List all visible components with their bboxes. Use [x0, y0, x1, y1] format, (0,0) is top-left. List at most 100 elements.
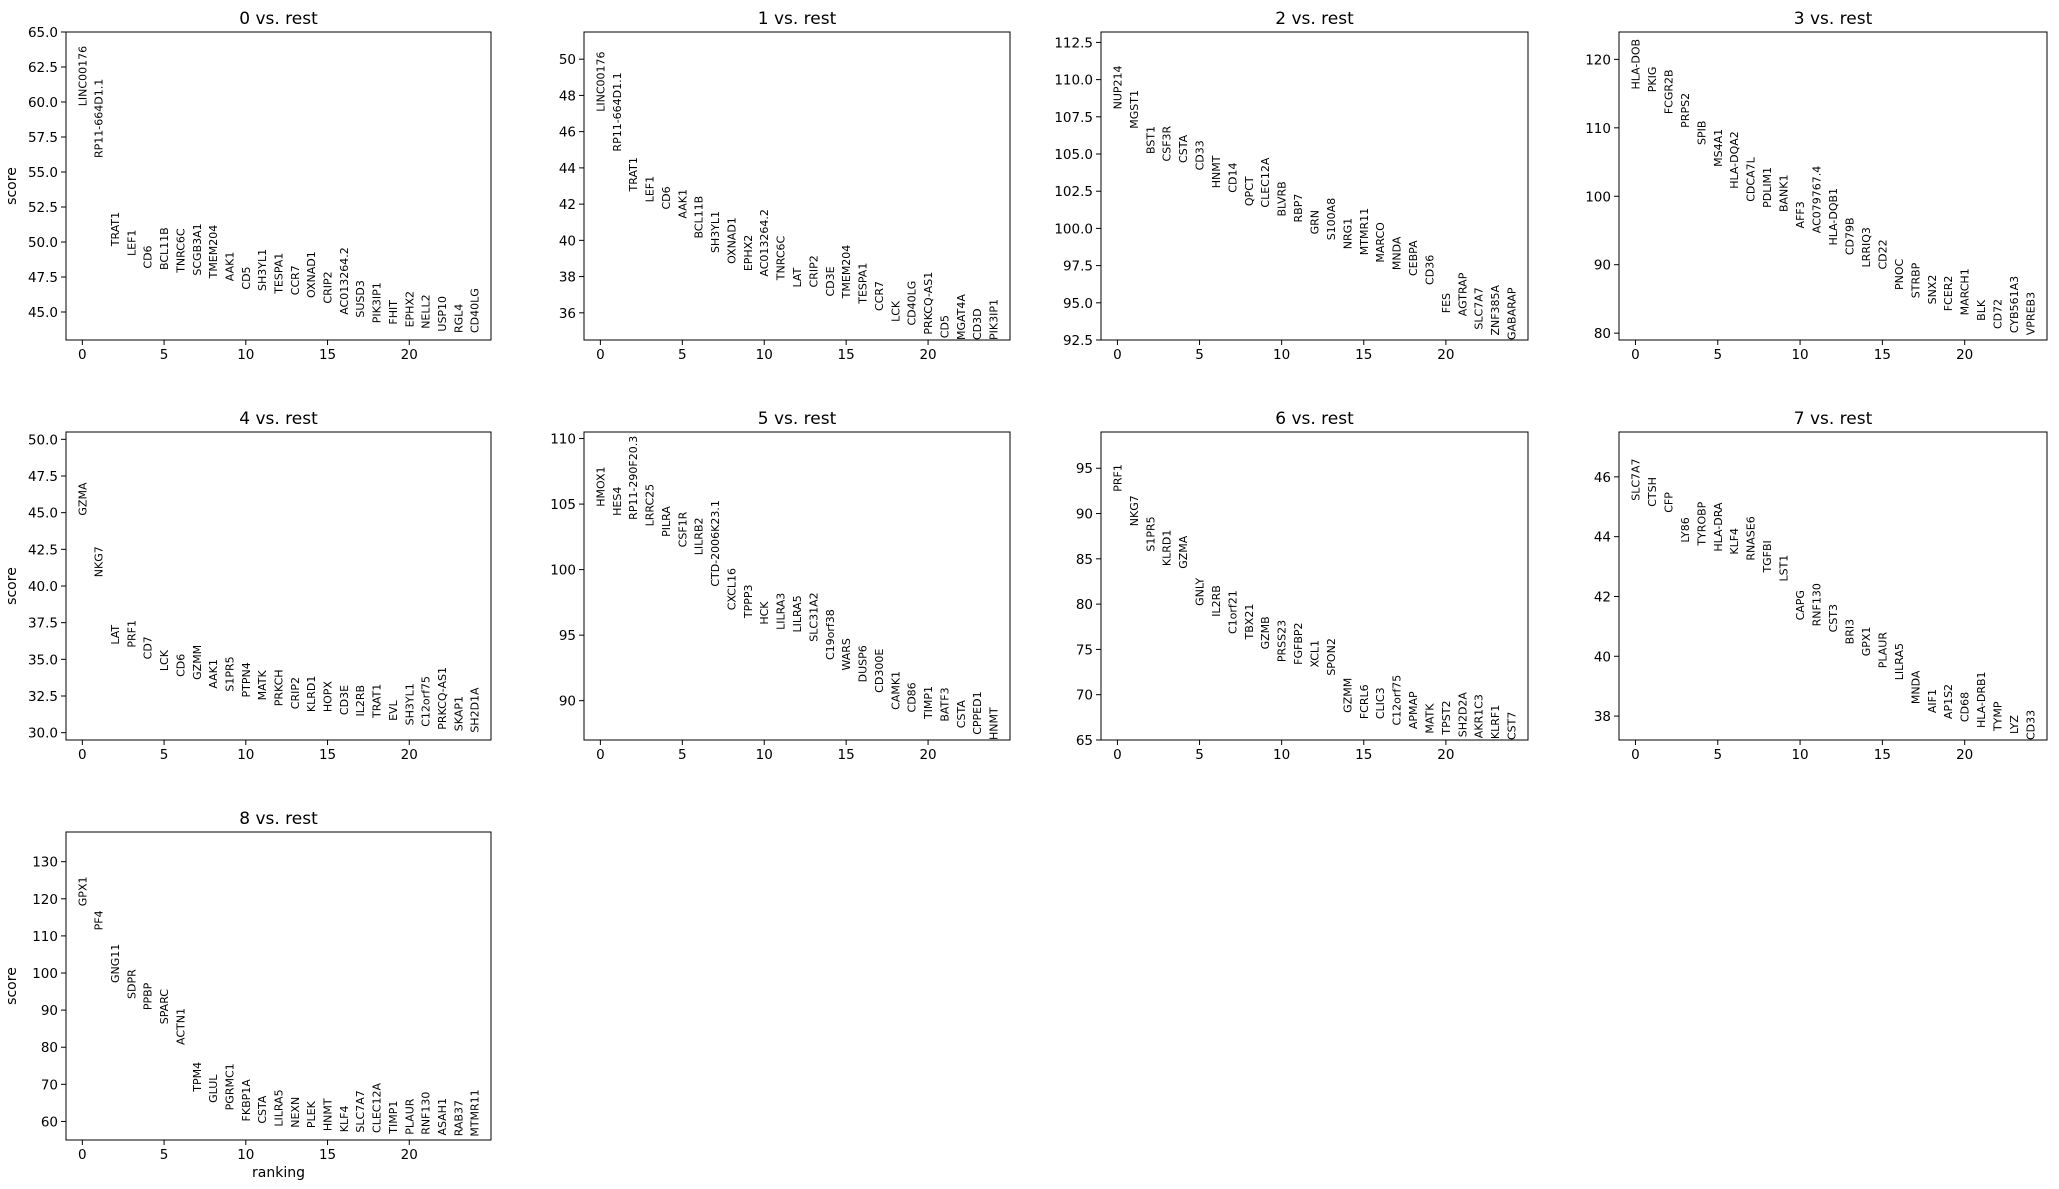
gene-label: TESPA1: [857, 263, 870, 305]
gene-label: NKG7: [1128, 495, 1141, 526]
y-tick-label: 50: [559, 52, 576, 68]
x-tick-label: 5: [678, 747, 687, 763]
y-tick-label: 80: [41, 1040, 58, 1056]
gene-label: STRBP: [1909, 262, 1922, 298]
x-tick-label: 5: [160, 347, 169, 363]
gene-label: PLEK: [305, 1100, 318, 1128]
gene-label: SLC31A2: [807, 592, 820, 641]
gene-label: BST1: [1144, 126, 1157, 154]
y-tick-label: 40.0: [28, 579, 58, 595]
panel-8: 8 vs. rest 0 5 10 15 20 60 70 80 90 100 110 120 130 sc…: [4, 809, 492, 1181]
gene-label: PLAUR: [1876, 632, 1889, 669]
gene-label: CCR7: [289, 265, 302, 295]
y-tick-label: 110: [550, 432, 576, 448]
gene-label: CCR7: [873, 281, 886, 311]
y-tick-label: 60.0: [28, 95, 58, 111]
gene-label: CLIC3: [1374, 687, 1387, 719]
gene-label: RNF130: [420, 1092, 433, 1135]
gene-label: AC013264.2: [338, 247, 351, 315]
gene-label: CD68: [1959, 692, 1972, 722]
x-tick-label: 0: [1113, 747, 1122, 763]
y-tick-label: 48: [559, 88, 576, 104]
gene-label: TIMP1: [922, 686, 935, 720]
y-axis-label: score: [4, 167, 20, 205]
gene-label: LINC00176: [594, 51, 607, 111]
y-tick-label: 105.0: [1054, 147, 1093, 163]
y-tick-label: 37.5: [28, 616, 58, 632]
gene-label: CD3E: [338, 685, 351, 715]
gene-label: MTMR11: [1358, 208, 1371, 255]
gene-label: CD40LG: [469, 288, 482, 333]
panel-3: 3 vs. rest 0 5 10 15 20 80 90 100 110 120 HLA-DOB PK…: [1585, 9, 2048, 363]
gene-label: GZMA: [1177, 535, 1190, 569]
x-tick-label: 20: [401, 1147, 418, 1163]
gene-label: CLEC12A: [1259, 157, 1272, 207]
y-tick-label: 38: [1594, 709, 1611, 725]
gene-label: CFP: [1662, 492, 1675, 513]
gene-label: EVL: [387, 699, 400, 720]
y-tick-label: 45.0: [28, 506, 58, 522]
y-tick-label: 60: [41, 1114, 58, 1130]
y-tick-label: 100: [32, 966, 58, 982]
x-tick-label: 20: [401, 347, 418, 363]
gene-label: FCRL6: [1358, 684, 1371, 719]
y-tick-label: 110.0: [1054, 73, 1093, 89]
gene-label: USP10: [436, 296, 449, 332]
gene-label: PILRA: [660, 506, 673, 537]
gene-label: NKG7: [93, 546, 106, 577]
gene-label: BCL11B: [693, 196, 706, 239]
gene-label: LILRB2: [693, 517, 706, 555]
gene-label: CSTA: [955, 700, 968, 729]
y-tick-label: 70: [41, 1077, 58, 1093]
gene-label: PIK3IP1: [988, 299, 1001, 340]
gene-label: SH3YL1: [256, 249, 269, 291]
gene-label: SCGB3A1: [191, 223, 204, 275]
gene-label: FES: [1440, 293, 1453, 313]
x-tick-label: 10: [756, 747, 773, 763]
gene-label: TIMP1: [387, 1101, 400, 1135]
gene-label: HOPX: [322, 681, 335, 713]
gene-label: LEF1: [125, 230, 138, 256]
gene-label: CD6: [660, 186, 673, 209]
gene-label: FKBP1A: [240, 1079, 253, 1122]
x-tick-label: 10: [237, 747, 254, 763]
gene-label: FCER2: [1942, 276, 1955, 312]
y-tick-label: 57.5: [28, 130, 58, 146]
gene-label: VPREB3: [2025, 292, 2038, 335]
gene-label: CD5: [938, 315, 951, 338]
x-tick-label: 0: [1631, 347, 1640, 363]
gene-label: FCGR2B: [1662, 69, 1675, 114]
gene-label: PRKCH: [273, 669, 286, 706]
x-tick-label: 0: [78, 1147, 87, 1163]
gene-label: KLF4: [1728, 528, 1741, 555]
gene-label: LY86: [1679, 517, 1692, 542]
axes-frame: [65, 31, 492, 341]
gene-label: PLAUR: [403, 1098, 416, 1135]
y-tick-label: 50.0: [28, 235, 58, 251]
y-tick-label: 95.0: [1063, 296, 1093, 312]
x-tick-label: 20: [1437, 747, 1454, 763]
x-tick-label: 15: [838, 347, 855, 363]
gene-label: TNRC6C: [174, 228, 187, 274]
gene-label: GLUL: [207, 1074, 220, 1103]
gene-label: CEBPA: [1407, 240, 1420, 276]
gene-label: SH2D2A: [1456, 692, 1469, 738]
gene-label: KLF4: [338, 1106, 351, 1133]
gene-label: SLC7A7: [1473, 287, 1486, 329]
x-tick-label: 5: [678, 347, 687, 363]
x-axis-label: ranking: [252, 1165, 305, 1181]
x-tick-label: 20: [1956, 747, 1973, 763]
gene-label: GNG11: [109, 944, 122, 983]
gene-label: MNDA: [1909, 670, 1922, 704]
panel-title: 1 vs. rest: [758, 9, 837, 29]
y-tick-label: 112.5: [1054, 35, 1093, 51]
x-tick-label: 10: [237, 347, 254, 363]
y-tick-label: 42: [559, 197, 576, 213]
gene-label: KLRF1: [1489, 705, 1502, 739]
gene-label: CRIP2: [289, 677, 302, 709]
panel-title: 4 vs. rest: [239, 409, 318, 429]
gene-label: C12orf75: [1391, 675, 1404, 726]
gene-label: HLA-DRB1: [1975, 671, 1988, 728]
gene-label: PRKCQ-AS1: [436, 667, 449, 730]
gene-label: LCK: [889, 300, 902, 322]
